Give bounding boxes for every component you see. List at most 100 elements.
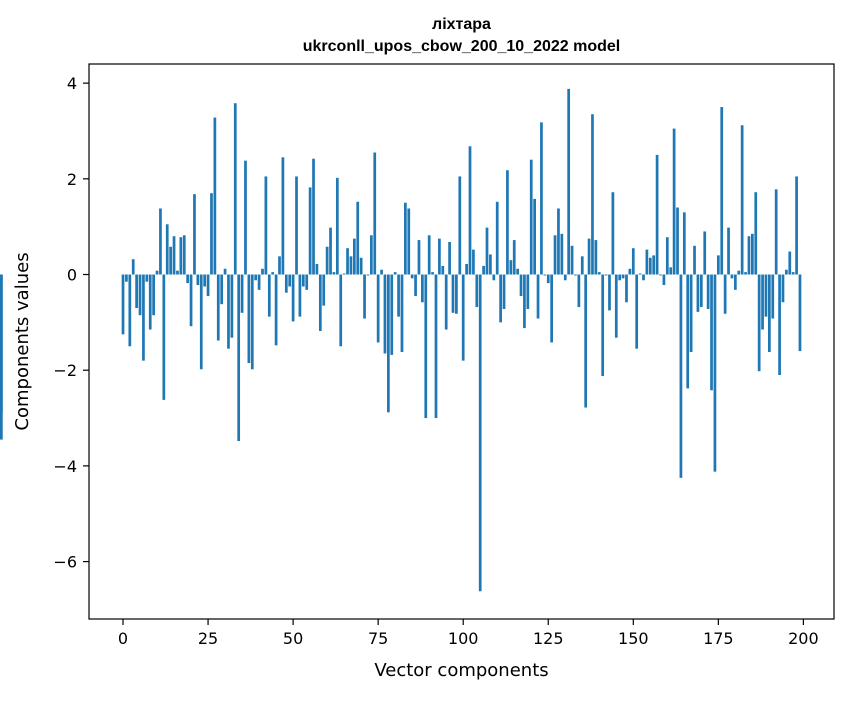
bar-81: [397, 274, 400, 317]
bar-166: [686, 274, 690, 389]
bar-196: [788, 251, 792, 275]
bar-86: [414, 274, 417, 297]
bar-173: [710, 274, 713, 391]
bar-157: [655, 154, 659, 275]
bar-169: [696, 274, 700, 312]
bar-30: [223, 268, 227, 275]
bar-46: [278, 256, 281, 275]
bar-146: [618, 274, 622, 281]
bar-11: [159, 208, 162, 275]
bar-126: [550, 274, 554, 343]
bar-41: [261, 268, 264, 275]
bar-119: [526, 274, 530, 309]
bar-124: [543, 274, 547, 276]
bar-144: [611, 192, 615, 275]
bar-161: [669, 267, 673, 275]
bar-191: [771, 274, 775, 319]
bar-108: [489, 254, 492, 275]
bar-139: [594, 240, 598, 275]
bar-65: [342, 273, 346, 275]
bar-18: [182, 235, 186, 275]
bar-116: [516, 268, 519, 275]
bar-109: [492, 274, 496, 281]
x-tick-label: 200: [788, 629, 819, 648]
bar-12: [162, 274, 166, 400]
bar-150: [631, 248, 635, 275]
bar-130: [563, 274, 567, 281]
bar-163: [676, 207, 679, 275]
bar-10: [155, 270, 159, 275]
bar-112: [502, 274, 506, 309]
bar-57: [315, 263, 319, 275]
bar-39: [254, 274, 258, 281]
bar-34: [237, 274, 241, 442]
bar-6: [142, 274, 145, 361]
bar-28: [216, 274, 220, 341]
bar-101: [465, 263, 468, 275]
bar-176: [720, 107, 724, 275]
bar-103: [472, 249, 475, 275]
x-axis-label: Vector components: [374, 660, 548, 681]
bar-4: [135, 274, 138, 309]
bar-154: [645, 249, 649, 275]
bar-29: [220, 274, 224, 305]
bar-78: [387, 274, 390, 413]
bar-47: [281, 157, 285, 275]
x-tick-label: 50: [283, 629, 303, 648]
bar-80: [393, 272, 397, 275]
bar-158: [659, 274, 662, 276]
bar-185: [751, 233, 754, 275]
bar-23: [199, 274, 203, 370]
bar-104: [475, 274, 479, 308]
bar-197: [791, 272, 795, 275]
bar-122: [536, 274, 540, 319]
bar-36: [244, 160, 247, 275]
bar-102: [468, 146, 472, 275]
bar-32: [230, 274, 234, 338]
bar-188: [761, 274, 764, 330]
bar-114: [509, 260, 513, 275]
bar-85: [410, 274, 414, 279]
bar-159: [662, 274, 666, 286]
bar-107: [485, 227, 489, 275]
bar-178: [727, 227, 730, 275]
bar-152: [638, 273, 642, 275]
bar-3: [131, 259, 135, 275]
bar-138: [591, 114, 594, 275]
bar-198: [795, 176, 798, 275]
x-tick-label: 75: [368, 629, 388, 648]
bar-165: [682, 212, 686, 275]
bar-5: [138, 274, 142, 316]
bar-182: [740, 125, 744, 275]
bar-63: [335, 177, 339, 275]
bar-129: [560, 233, 564, 275]
bar-50: [291, 274, 295, 322]
bar-92: [434, 274, 438, 419]
bar-123: [540, 122, 543, 275]
bar-45: [274, 274, 278, 346]
bar-137: [587, 238, 591, 275]
bar-17: [179, 237, 183, 275]
bar-133: [574, 274, 577, 276]
x-tick-label: 100: [448, 629, 479, 648]
bar-54: [305, 274, 309, 290]
bar-160: [665, 237, 669, 275]
x-tick-label: 150: [618, 629, 649, 648]
bar-128: [557, 208, 560, 275]
y-axis-label: Components values: [12, 252, 33, 430]
bar-111: [499, 274, 502, 323]
bar-132: [570, 245, 574, 275]
bar-97: [451, 274, 455, 313]
x-tick-label: 175: [703, 629, 734, 648]
bar-60: [325, 246, 329, 275]
bar-72: [366, 274, 370, 276]
bar-140: [597, 272, 601, 275]
bar-82: [400, 274, 404, 353]
bar-171: [703, 231, 707, 275]
plot-frame: [88, 63, 835, 620]
bar-24: [203, 274, 207, 287]
bar-145: [614, 274, 618, 338]
bar-141: [601, 274, 605, 376]
bar-193: [778, 274, 781, 375]
bar-187: [757, 274, 761, 372]
